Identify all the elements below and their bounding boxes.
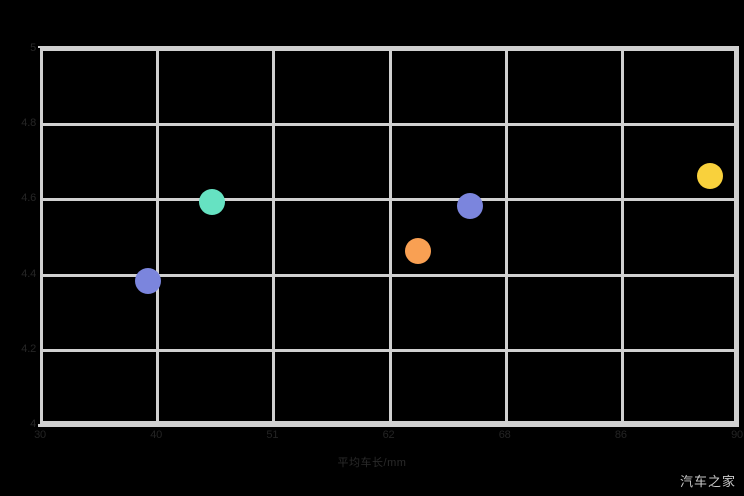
gridline-horizontal (40, 198, 737, 202)
x-tick-label: 40 (150, 429, 163, 441)
gridline-vertical (734, 48, 737, 424)
data-point[interactable] (456, 192, 483, 219)
gridline-horizontal (40, 348, 737, 352)
gridline-horizontal (40, 421, 737, 424)
watermark: 汽车之家 (679, 474, 736, 489)
x-tick-label: 86 (614, 429, 627, 441)
x-tick-label: 51 (266, 429, 279, 441)
gridline-vertical (620, 48, 624, 424)
gridline-horizontal (40, 48, 737, 51)
axis-spine-right (736, 46, 739, 426)
gridline-vertical (272, 48, 276, 424)
gridline-horizontal (40, 273, 737, 277)
x-tick-label: 62 (382, 429, 395, 441)
y-tick-label: 4.2 (21, 342, 36, 355)
data-point[interactable] (404, 238, 431, 265)
gridline-vertical (156, 48, 160, 424)
data-point[interactable] (198, 189, 225, 216)
gridline-vertical (504, 48, 508, 424)
gridline-horizontal (40, 123, 737, 127)
axis-spine-top (38, 46, 739, 48)
x-axis-title: 平均车长/mm (337, 457, 407, 469)
x-tick-label: 90 (731, 429, 743, 441)
gridline-vertical (388, 48, 392, 424)
y-tick-label: 4.4 (21, 267, 36, 280)
plot-area (40, 48, 737, 424)
axis-spine-bottom (38, 424, 739, 427)
y-tick-label: 4.8 (21, 117, 36, 130)
x-tick-label: 30 (34, 429, 46, 441)
data-point[interactable] (135, 268, 162, 295)
y-tick-label: 4 (30, 418, 36, 430)
y-tick-label: 5 (30, 42, 36, 54)
gridline-vertical (40, 48, 43, 424)
data-point[interactable] (697, 162, 724, 189)
x-tick-label: 68 (498, 429, 511, 441)
y-tick-label: 4.6 (21, 192, 36, 205)
